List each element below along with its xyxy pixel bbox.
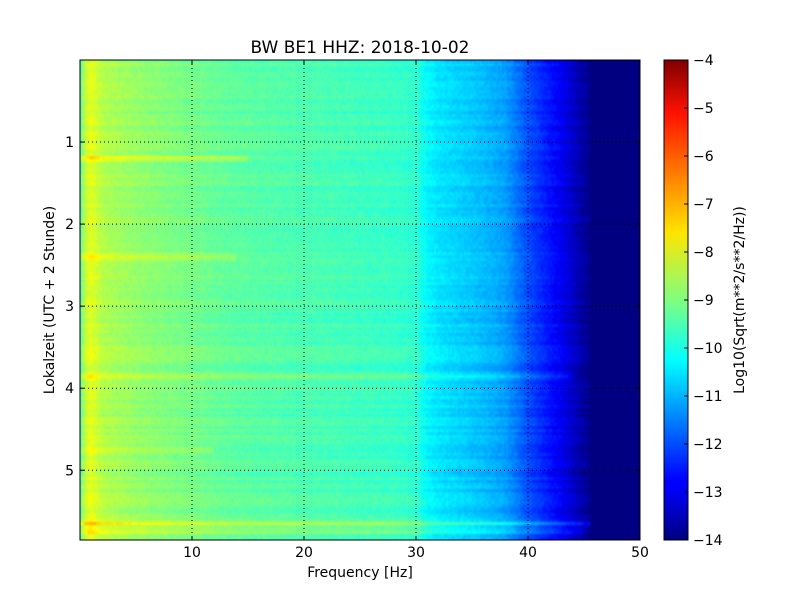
chart-title: BW BE1 HHZ: 2018-10-02 bbox=[250, 38, 469, 58]
colorbar-tick-label: −12 bbox=[693, 437, 723, 453]
y-tick-label: 2 bbox=[65, 217, 74, 233]
y-tick-label: 4 bbox=[65, 381, 74, 397]
colorbar-tick-label: −4 bbox=[693, 53, 714, 69]
colorbar-tick-label: −7 bbox=[693, 197, 714, 213]
x-axis-label: Frequency [Hz] bbox=[307, 565, 413, 581]
colorbar-tick-label: −5 bbox=[693, 101, 714, 117]
y-tick-label: 3 bbox=[65, 299, 74, 315]
heatmap-cells bbox=[80, 60, 640, 540]
y-tick-label: 5 bbox=[65, 463, 74, 479]
colorbar-tick-label: −8 bbox=[693, 245, 714, 261]
x-axis: 10 20 30 40 50 bbox=[183, 60, 649, 561]
colorbar-tick-label: −13 bbox=[693, 485, 723, 501]
y-tick-label: 1 bbox=[65, 135, 74, 151]
colorbar-tick-label: −9 bbox=[693, 293, 714, 309]
colorbar-tick-label: −10 bbox=[693, 341, 723, 357]
colorbar-tick-label: −14 bbox=[693, 533, 723, 549]
colorbar-tick-label: −6 bbox=[693, 149, 714, 165]
colorbar: −4 −5 −6 −7 −8 −9 −10 −11 −12 −13 −14 Log10(Sqrt(m… bbox=[663, 53, 748, 549]
x-tick-label: 50 bbox=[631, 545, 649, 561]
y-axis-label: Lokalzeit (UTC + 2 Stunde) bbox=[42, 206, 58, 395]
x-tick-label: 30 bbox=[407, 545, 425, 561]
x-tick-label: 20 bbox=[295, 545, 313, 561]
y-axis: 1 2 3 4 5 bbox=[65, 135, 640, 479]
colorbar-tick-label: −11 bbox=[693, 389, 723, 405]
colorbar-label: Log10(Sqrt(m**2/s**2/Hz)) bbox=[732, 206, 748, 394]
plot-frame bbox=[79, 59, 641, 541]
x-tick-label: 10 bbox=[183, 545, 201, 561]
plot-area bbox=[79, 59, 641, 541]
x-tick-label: 40 bbox=[519, 545, 537, 561]
colorbar-ticks: −4 −5 −6 −7 −8 −9 −10 −11 −12 −13 −14 bbox=[684, 53, 723, 549]
